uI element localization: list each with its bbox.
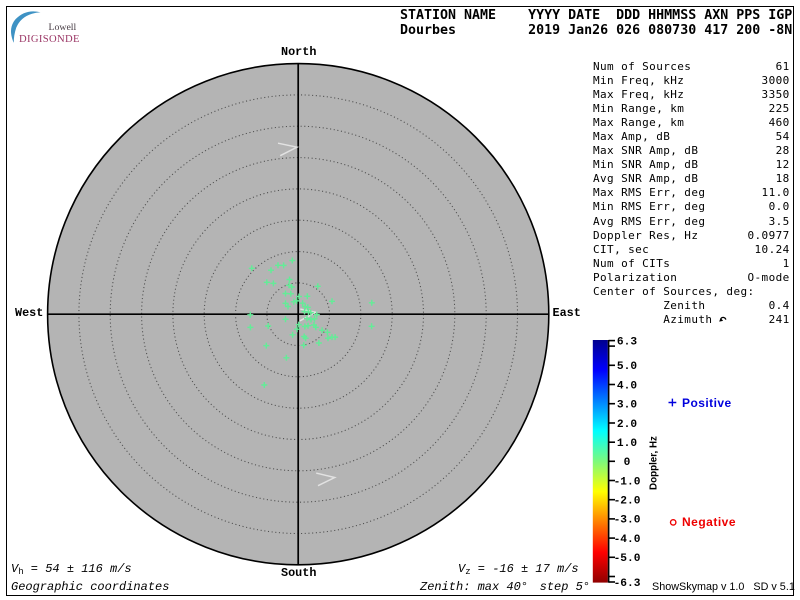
svg-text:-2.0: -2.0	[614, 496, 641, 508]
svg-text:1.0: 1.0	[617, 438, 637, 450]
svg-text:6.3: 6.3	[617, 336, 637, 348]
svg-text:Lowell: Lowell	[49, 22, 77, 33]
svg-text:3.0: 3.0	[617, 400, 637, 412]
svg-text:5.0: 5.0	[617, 361, 637, 373]
svg-text:2.0: 2.0	[617, 419, 637, 431]
svg-text:Doppler, Hz: Doppler, Hz	[649, 436, 660, 490]
svg-text:-5.0: -5.0	[614, 553, 641, 565]
svg-text:4.0: 4.0	[617, 380, 637, 392]
svg-text:-4.0: -4.0	[614, 534, 641, 546]
svg-text:0: 0	[624, 457, 631, 469]
svg-text:-6.3: -6.3	[614, 578, 641, 590]
svg-text:-3.0: -3.0	[614, 515, 641, 527]
svg-text:-1.0: -1.0	[614, 476, 641, 488]
svg-text:DIGISONDE: DIGISONDE	[19, 34, 80, 45]
